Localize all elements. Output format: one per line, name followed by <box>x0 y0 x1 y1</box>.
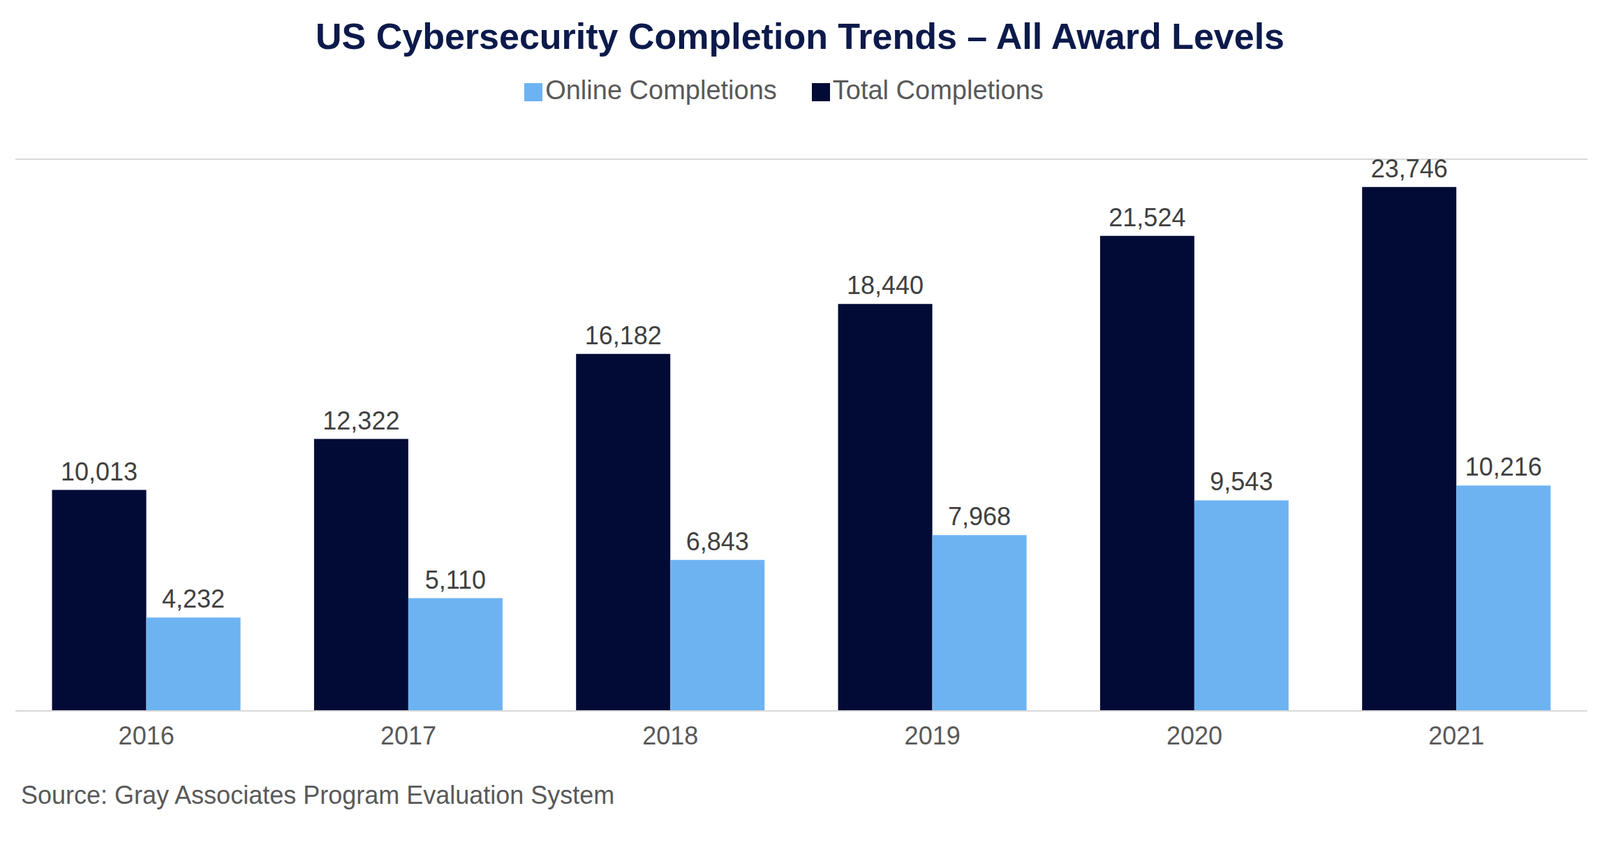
svg-text:12,322: 12,322 <box>322 406 400 435</box>
svg-text:21,524: 21,524 <box>1108 203 1186 232</box>
svg-text:23,746: 23,746 <box>1371 154 1448 183</box>
svg-text:2018: 2018 <box>642 721 699 750</box>
svg-text:16,182: 16,182 <box>584 321 662 350</box>
svg-text:10,216: 10,216 <box>1465 452 1543 481</box>
svg-text:2019: 2019 <box>904 721 961 750</box>
html-text:Source: Gray Associates Progra: Source: Gray Associates Program Evaluati… <box>20 780 615 810</box>
html-text:Total Completions: Total Completions <box>832 75 1044 105</box>
svg-text:2017: 2017 <box>380 721 437 750</box>
svg-text:2021: 2021 <box>1428 721 1485 750</box>
svg-text:2016: 2016 <box>118 721 175 750</box>
svg-text:7,968: 7,968 <box>947 501 1011 531</box>
svg-text:10,013: 10,013 <box>60 457 138 486</box>
html-text:Online Completions: Online Completions <box>545 75 777 105</box>
svg-text:6,843: 6,843 <box>686 527 750 556</box>
svg-text:5,110: 5,110 <box>425 565 486 595</box>
svg-text:9,543: 9,543 <box>1209 467 1273 496</box>
svg-text:18,440: 18,440 <box>846 270 924 300</box>
html-text:US Cybersecurity Completion Tr: US Cybersecurity Completion Trends – All… <box>315 16 1285 57</box>
svg-text:4,232: 4,232 <box>161 584 225 613</box>
svg-text:2020: 2020 <box>1166 721 1223 750</box>
